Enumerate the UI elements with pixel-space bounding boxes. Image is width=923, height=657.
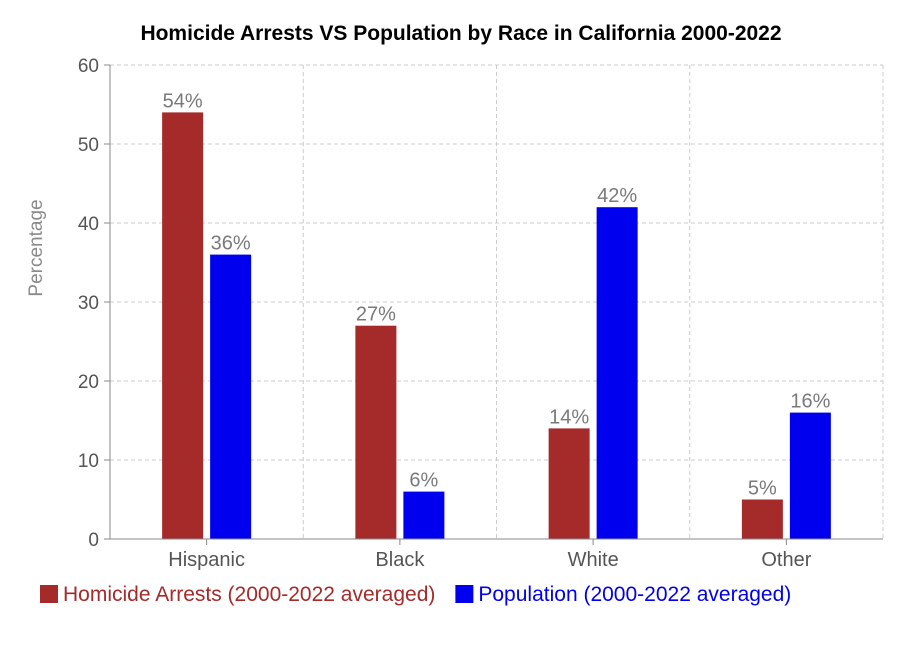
data-label: 6% [409, 470, 438, 492]
data-label: 16% [790, 391, 830, 413]
y-tick-label: 0 [88, 530, 99, 551]
data-labels: 54% 36% 27% 6% 14% 42% 5% 16% [163, 90, 831, 499]
y-tick-label: 30 [78, 293, 99, 314]
legend-label: Population (2000-2022 averaged) [478, 583, 791, 606]
x-tick-label: Hispanic [168, 549, 245, 571]
bar-homicide-arrests [741, 499, 783, 539]
bar-population [210, 254, 252, 539]
bar-homicide-arrests [548, 428, 590, 539]
y-tick-label: 60 [78, 56, 99, 77]
axes: 0 10 20 30 40 50 60 Hispanic Black White Other [78, 56, 883, 571]
data-label: 54% [163, 90, 203, 112]
x-tick-label: Black [375, 549, 425, 571]
bar-population [403, 491, 445, 539]
x-tick-label: White [568, 549, 619, 571]
legend-label: Homicide Arrests (2000-2022 averaged) [63, 583, 435, 606]
bars [162, 112, 831, 540]
legend: Homicide Arrests (2000-2022 averaged) Pop… [40, 583, 791, 606]
legend-swatch [455, 585, 474, 603]
x-tick-label: Other [761, 549, 811, 571]
data-label: 5% [748, 478, 777, 500]
y-axis-title: Percentage [26, 199, 47, 296]
chart-title: Homicide Arrests VS Population by Race i… [140, 22, 781, 45]
data-label: 27% [356, 304, 396, 326]
data-label: 14% [549, 406, 589, 428]
bar-population [596, 207, 638, 539]
y-tick-label: 50 [78, 135, 99, 156]
y-tick-label: 10 [78, 451, 99, 472]
bar-homicide-arrests [162, 112, 204, 540]
y-tick-label: 40 [78, 214, 99, 235]
y-tick-label: 20 [78, 372, 99, 393]
data-label: 36% [211, 233, 251, 255]
data-label: 42% [597, 185, 637, 207]
bar-population [789, 412, 831, 539]
legend-swatch [40, 585, 58, 603]
bar-homicide-arrests [355, 325, 397, 539]
